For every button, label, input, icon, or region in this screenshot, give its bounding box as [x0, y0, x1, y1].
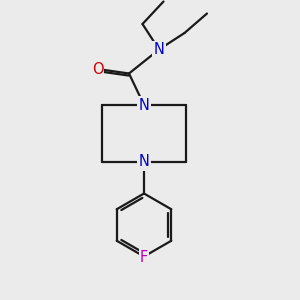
Text: N: N	[139, 154, 149, 169]
Text: F: F	[140, 250, 148, 266]
Text: O: O	[92, 61, 103, 76]
Text: N: N	[154, 42, 164, 57]
Text: N: N	[139, 98, 149, 112]
